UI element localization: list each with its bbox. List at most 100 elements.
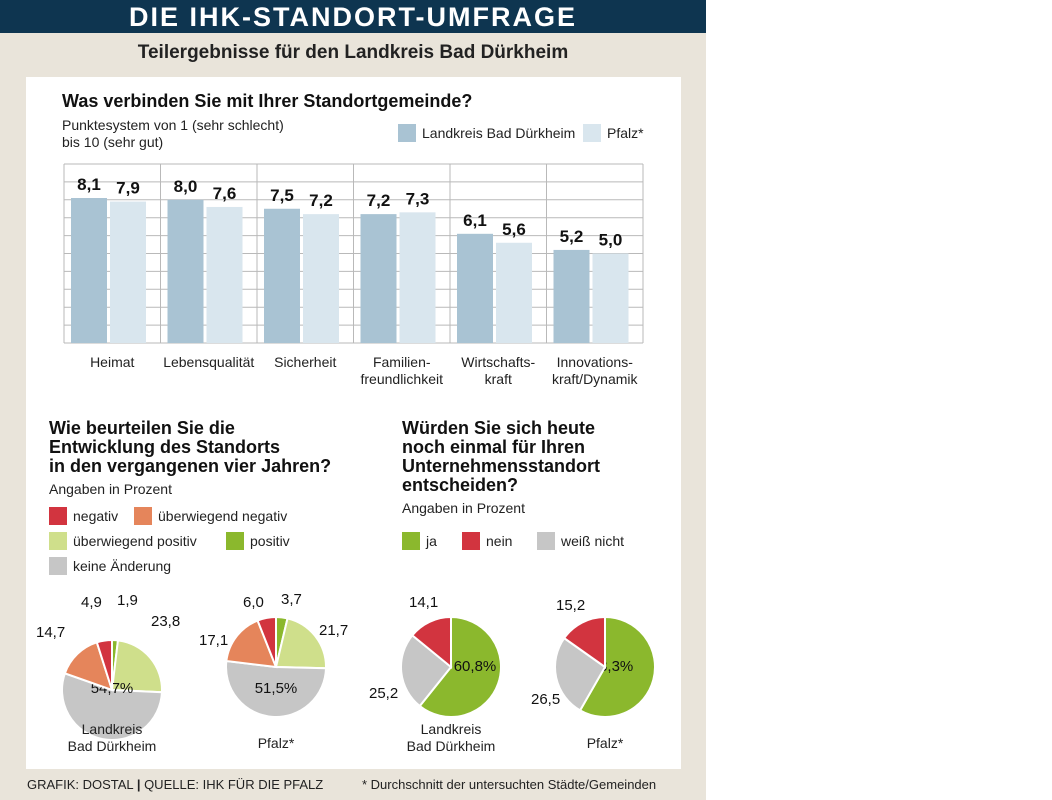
content-card: Was verbinden Sie mit Ihrer Standortgeme… [26,77,681,769]
header-title: DIE IHK-STANDORT-UMFRAGE [129,2,577,32]
legend-swatch-landkreis [398,124,416,142]
legend-label-keine-aenderung: keine Änderung [73,558,172,574]
legend-swatch-ueberwiegend-negativ [134,507,152,525]
development-unit: Angaben in Prozent [49,481,172,497]
pie-value-label: 17,1 [199,632,228,649]
legend-label-nein: nein [486,533,513,549]
pie-slice-keine-aenderung [61,672,163,741]
legend-label-negativ: negativ [73,508,119,524]
bar-value-label: 6,1 [463,211,487,230]
legend-swatch-nein [462,532,480,550]
category-label: kraft [485,371,512,387]
pie-value-label: 14,7 [36,624,65,641]
legend-swatch-ueberwiegend-positiv [49,532,67,550]
category-label: Lebensqualität [163,354,254,370]
legend-swatch-negativ [49,507,67,525]
legend-label-ja: ja [426,533,437,549]
bar-value-label: 5,6 [502,220,526,239]
pie-slice-ueberwiegend-positiv [274,617,327,670]
infographic-panel: DIE IHK-STANDORT-UMFRAGE Teilergebnisse … [0,0,706,800]
bar-value-label: 5,2 [560,227,584,246]
pie-value-label: 15,2 [556,597,585,614]
pie-value-label: 3,7 [281,591,302,608]
bar-pfalz [303,214,339,343]
bar-value-label: 7,3 [406,189,430,208]
pie-value-label: 6,0 [243,594,264,611]
development-title: Wie beurteilen Sie die Entwicklung des S… [49,419,331,476]
pie-value-label: 26,5 [531,691,560,708]
category-label: Innovations- [557,354,634,370]
pie-value-label: 25,2 [369,685,398,702]
legend-label-pfalz: Pfalz* [607,125,644,141]
category-label: kraft/Dynamik [552,371,639,387]
bar-chart-title: Was verbinden Sie mit Ihrer Standortgeme… [62,91,473,111]
header-bar: DIE IHK-STANDORT-UMFRAGE [0,0,706,33]
bar-value-label: 7,2 [367,191,391,210]
legend-label-positiv: positiv [250,533,290,549]
category-label: Familien- [373,354,431,370]
bar-pfalz [399,212,436,343]
bar-pfalz [110,201,146,343]
pie-slice-nein [562,615,606,669]
legend-swatch-positiv [226,532,244,550]
bar-chart-note-line1: Punktesystem von 1 (sehr schlecht) [62,117,284,133]
pie-value-label: 4,9 [81,594,102,611]
decision-title-line-2: noch einmal für Ihren [402,437,586,457]
pie-slice-ja [578,615,656,718]
pie-slice-negativ [256,615,277,668]
pie-caption: Landkreis [82,721,143,737]
pie-slice-weiss-nicht [554,636,607,712]
bar-landkreis [457,233,493,343]
pie-value-label: 60,8% [454,658,497,675]
pie-caption: Landkreis [421,721,482,737]
bar-landkreis [553,249,590,343]
footer-note: * Durchschnitt der untersuchten Städte/G… [362,777,657,792]
legend-swatch-ja [402,532,420,550]
legend-label-weiss-nicht: weiß nicht [561,533,625,549]
bar-value-label: 8,1 [77,175,101,194]
pie-caption: Bad Dürkheim [407,738,496,754]
legend-label-ueberwiegend-negativ: überwiegend negativ [158,508,288,524]
bar-value-label: 7,9 [116,179,140,198]
pie-caption: Bad Dürkheim [68,738,157,754]
pie-slice-nein [410,615,452,670]
bar-value-label: 7,2 [309,191,333,210]
decision-title-line-3: Unternehmensstandort [402,456,601,476]
bar-landkreis [360,214,397,343]
pie-value-label: 14,1 [409,594,438,611]
decision-unit: Angaben in Prozent [402,500,525,516]
legend-label-landkreis: Landkreis Bad Dürkheim [422,125,576,141]
bar-landkreis [71,198,107,343]
header-subtitle: Teilergebnisse für den Landkreis Bad Dür… [137,42,569,63]
pie-slice-ja [418,615,502,718]
bar-pfalz [592,253,629,343]
legend-swatch-weiss-nicht [537,532,555,550]
pie-value-label: 1,9 [117,592,138,609]
development-title-line-1: Wie beurteilen Sie die [49,418,235,438]
legend-label-ueberwiegend-positiv: überwiegend positiv [73,533,197,549]
footer-credit-right: QUELLE: IHK FÜR DIE PFALZ [144,777,324,792]
bar-pfalz [496,242,532,343]
bar-value-label: 5,0 [599,231,623,250]
footer-separator: | [136,777,145,792]
pie-slice-ueberwiegend-negativ [225,619,278,669]
footer-credit-left: GRAFIK: DOSTAL [27,777,134,792]
category-label: freundlichkeit [361,371,444,387]
bar-landkreis [264,208,300,343]
decision-title: Würden Sie sich heute noch einmal für Ih… [402,419,600,495]
pie-slice-keine-aenderung [225,659,328,718]
category-label: Wirtschafts- [461,354,535,370]
bar-value-label: 7,6 [213,184,237,203]
pie-caption: Pfalz* [258,735,295,751]
pie-slice-ueberwiegend-positiv [110,639,163,694]
bar-landkreis [167,199,204,343]
bar-value-label: 8,0 [174,177,198,196]
bar-chart-note-line2: bis 10 (sehr gut) [62,134,164,150]
bar-value-label: 7,5 [270,186,294,205]
category-label: Sicherheit [274,354,336,370]
category-label: Heimat [90,354,134,370]
bar-pfalz [206,206,243,343]
legend-swatch-keine-aenderung [49,557,67,575]
decision-title-line-1: Würden Sie sich heute [402,418,596,438]
